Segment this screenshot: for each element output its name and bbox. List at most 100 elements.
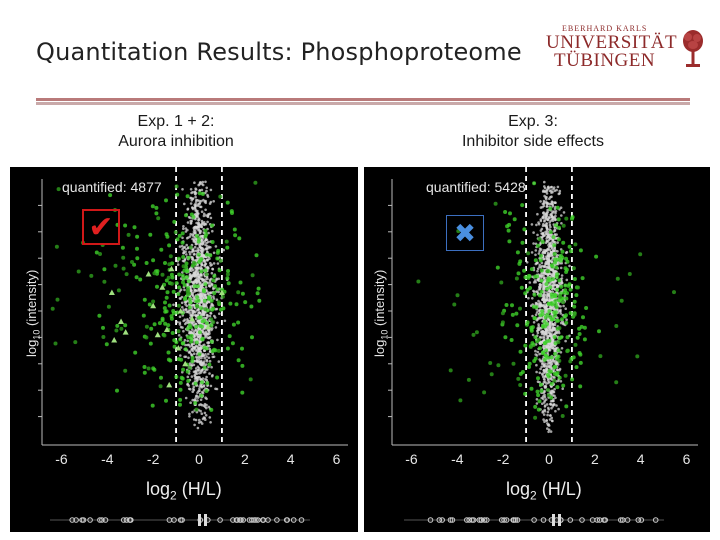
regulated-point	[56, 187, 61, 192]
bulk-point	[215, 277, 218, 281]
regulated-point	[568, 359, 573, 364]
regulated-point	[553, 310, 558, 315]
regulated-point	[582, 337, 587, 342]
bulk-point	[543, 399, 547, 403]
regulated-point	[584, 306, 589, 310]
bulk-point	[194, 371, 198, 374]
regulated-point	[567, 244, 572, 249]
bulk-point	[191, 410, 194, 414]
regulated-point	[54, 244, 59, 249]
bulk-point	[196, 308, 200, 312]
bulk-point	[556, 185, 560, 189]
regulated-point	[532, 292, 537, 297]
regulated-point	[559, 335, 564, 340]
regulated-point	[188, 325, 193, 330]
regulated-point	[202, 318, 207, 323]
bulk-point	[196, 270, 200, 273]
regulated-point	[488, 361, 493, 365]
bulk-point	[193, 346, 197, 350]
bulk-point	[183, 202, 186, 206]
x-tick-label: 0	[545, 451, 553, 467]
bulk-point	[182, 319, 185, 323]
exp-1-label-line-2: Aurora inhibition	[118, 133, 234, 150]
bulk-point	[195, 333, 199, 336]
regulated-point	[530, 325, 535, 330]
regulated-point	[142, 297, 147, 302]
regulated-point	[564, 313, 568, 318]
regulated-point	[202, 298, 207, 303]
bulk-point	[543, 186, 547, 190]
bottom-strip-marker	[567, 517, 574, 523]
regulated-point	[98, 252, 102, 256]
bulk-point	[545, 419, 548, 422]
bulk-point	[549, 344, 553, 347]
regulated-point	[225, 346, 230, 351]
bulk-point	[202, 416, 206, 419]
regulated-point	[531, 342, 536, 347]
regulated-point	[227, 334, 232, 339]
bulk-point	[553, 229, 557, 233]
regulated-point	[550, 277, 555, 282]
phospho-triangle-point	[189, 315, 196, 322]
bulk-point	[534, 313, 538, 316]
regulated-point	[510, 312, 515, 317]
phospho-triangle-point	[118, 318, 125, 325]
bulk-point	[539, 367, 542, 371]
bulk-point	[201, 391, 205, 395]
bulk-point	[208, 280, 212, 283]
bottom-strip-marker	[127, 517, 133, 523]
regulated-point	[554, 265, 559, 270]
phospho-triangle-point	[175, 344, 182, 351]
regulated-point	[164, 295, 169, 300]
bulk-point	[210, 283, 214, 286]
bulk-point	[193, 203, 196, 207]
regulated-point	[102, 279, 107, 284]
bulk-point	[200, 225, 203, 228]
phospho-triangle-point	[177, 308, 184, 314]
bulk-point	[205, 375, 208, 379]
bulk-point	[545, 204, 549, 208]
regulated-point	[164, 198, 168, 203]
regulated-point	[565, 335, 570, 340]
bulk-point	[543, 330, 546, 334]
bulk-point	[189, 196, 193, 200]
regulated-point	[150, 204, 155, 209]
regulated-point	[533, 404, 538, 409]
regulated-point	[175, 237, 180, 242]
regulated-point	[562, 290, 567, 295]
bulk-point	[196, 391, 199, 394]
regulated-point	[178, 387, 183, 392]
regulated-point	[536, 393, 541, 398]
regulated-point	[515, 250, 520, 255]
bulk-point	[194, 195, 197, 199]
regulated-point	[517, 261, 522, 266]
bulk-point	[543, 278, 546, 281]
bulk-point	[205, 403, 208, 407]
bulk-point	[546, 330, 550, 333]
bulk-point	[187, 236, 190, 239]
bulk-point	[543, 257, 546, 261]
y-axis-label-sub: 10	[31, 329, 42, 340]
regulated-point	[181, 264, 186, 269]
bulk-point	[543, 180, 546, 184]
regulated-point	[509, 338, 514, 342]
bottom-strip-marker	[249, 517, 255, 523]
regulated-point	[552, 252, 557, 256]
bulk-point	[531, 333, 535, 337]
bulk-point	[564, 339, 567, 343]
bulk-point	[542, 335, 546, 338]
bulk-point	[208, 202, 212, 205]
bulk-point	[532, 242, 535, 245]
bulk-point	[181, 306, 184, 309]
bottom-strip-marker	[253, 517, 259, 523]
bulk-point	[532, 321, 536, 324]
regulated-point	[212, 291, 217, 296]
bulk-point	[202, 327, 205, 331]
bulk-point	[560, 274, 564, 277]
regulated-point	[123, 323, 128, 328]
regulated-point	[598, 354, 603, 359]
bulk-point	[542, 202, 546, 205]
regulated-point	[523, 291, 528, 296]
bulk-point	[189, 309, 192, 312]
bottom-strip-marker	[470, 517, 477, 523]
